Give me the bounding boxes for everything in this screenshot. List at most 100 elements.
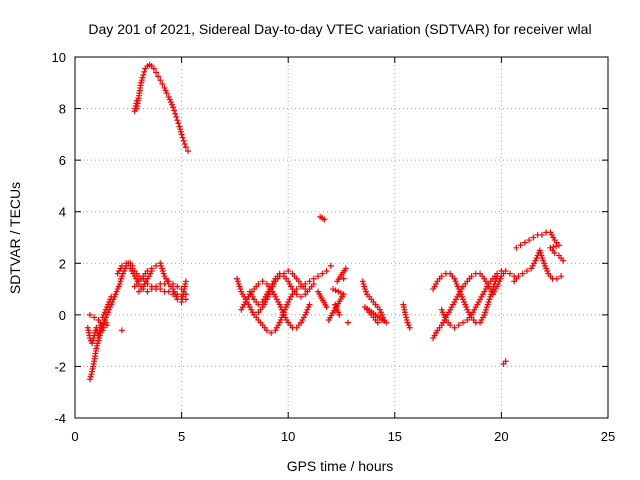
data-point — [141, 68, 148, 75]
x-tick-label: 25 — [601, 429, 615, 444]
data-point — [302, 286, 309, 293]
data-point — [133, 97, 140, 104]
x-tick-label: 15 — [388, 429, 402, 444]
data-point — [406, 324, 413, 331]
data-point — [551, 249, 558, 256]
series-mid-2 — [238, 278, 313, 331]
data-point — [310, 275, 317, 282]
data-point — [153, 283, 160, 290]
data-point — [315, 273, 322, 280]
data-point — [560, 257, 567, 264]
data-point — [255, 280, 262, 287]
data-point — [323, 304, 330, 311]
data-point — [447, 322, 454, 329]
data-points — [84, 61, 567, 383]
series-mid-4 — [255, 268, 309, 316]
data-point — [280, 270, 287, 277]
data-point — [506, 270, 513, 277]
data-point — [165, 288, 172, 295]
series-cluster-15 — [400, 301, 413, 331]
data-point — [327, 262, 334, 269]
data-point — [374, 319, 381, 326]
data-point — [553, 243, 560, 250]
y-tick-label: -2 — [54, 359, 66, 374]
data-point — [285, 268, 292, 275]
series-late-isolated — [500, 358, 509, 367]
data-point — [332, 287, 339, 294]
data-point — [438, 273, 445, 280]
axis-ticks: 0 5 10 15 20 25 -4 -2 0 2 4 6 8 10 — [52, 50, 616, 444]
y-tick-label: 4 — [59, 205, 66, 220]
data-point — [174, 283, 181, 290]
series-late-3 — [438, 268, 505, 331]
y-tick-label: -4 — [54, 411, 66, 426]
data-point — [335, 288, 342, 295]
y-tick-label: 0 — [59, 308, 66, 323]
data-point — [153, 69, 160, 76]
data-point — [171, 107, 178, 114]
data-point — [259, 278, 266, 285]
data-point — [515, 273, 522, 280]
data-point — [148, 286, 155, 293]
data-point — [153, 262, 160, 269]
data-point — [140, 72, 147, 79]
data-point — [181, 141, 188, 148]
series-late-1 — [430, 270, 501, 326]
data-point — [344, 319, 351, 326]
data-point — [144, 288, 151, 295]
data-point — [306, 278, 313, 285]
x-axis-label: GPS time / hours — [287, 458, 394, 474]
data-point — [276, 273, 283, 280]
data-point — [118, 262, 125, 269]
data-point — [174, 117, 181, 124]
series-early-rise — [86, 260, 136, 383]
data-point — [148, 268, 155, 275]
data-point — [553, 275, 560, 282]
data-point — [159, 81, 166, 88]
data-point — [263, 327, 270, 334]
data-point — [297, 293, 304, 300]
data-point — [379, 317, 386, 324]
series-high-arc-start — [131, 97, 140, 115]
data-point — [155, 73, 162, 80]
series-late-high — [513, 229, 567, 264]
data-point — [103, 322, 110, 329]
series-high-arc — [133, 61, 191, 155]
data-point — [455, 322, 462, 329]
data-point — [163, 90, 170, 97]
data-point — [179, 134, 186, 141]
data-point — [157, 286, 164, 293]
data-point — [523, 268, 530, 275]
data-point — [157, 77, 164, 84]
data-point — [178, 131, 185, 138]
x-tick-label: 0 — [71, 429, 78, 444]
data-point — [530, 234, 537, 241]
y-tick-label: 2 — [59, 256, 66, 271]
data-point — [123, 260, 130, 267]
chart-title: Day 201 of 2021, Sidereal Day-to-day VTE… — [88, 21, 591, 37]
x-tick-label: 5 — [178, 429, 185, 444]
data-point — [329, 286, 336, 293]
data-point — [451, 324, 458, 331]
data-point — [519, 270, 526, 277]
data-point — [150, 65, 157, 72]
data-point — [182, 278, 189, 285]
data-point — [517, 242, 524, 249]
data-point — [555, 242, 562, 249]
y-axis-label: SDTVAR / TECUs — [7, 182, 23, 294]
data-point — [175, 120, 182, 127]
data-point — [494, 270, 501, 277]
data-point — [342, 265, 349, 272]
data-point — [108, 293, 115, 300]
data-point — [558, 273, 565, 280]
series-mid-isolated — [317, 213, 328, 223]
x-tick-label: 20 — [494, 429, 508, 444]
series-late-mid — [511, 247, 565, 285]
series-loop-c — [131, 260, 189, 305]
data-point — [468, 273, 475, 280]
data-point — [268, 329, 275, 336]
data-point — [172, 110, 179, 117]
data-point — [170, 104, 177, 111]
data-point — [502, 268, 509, 275]
